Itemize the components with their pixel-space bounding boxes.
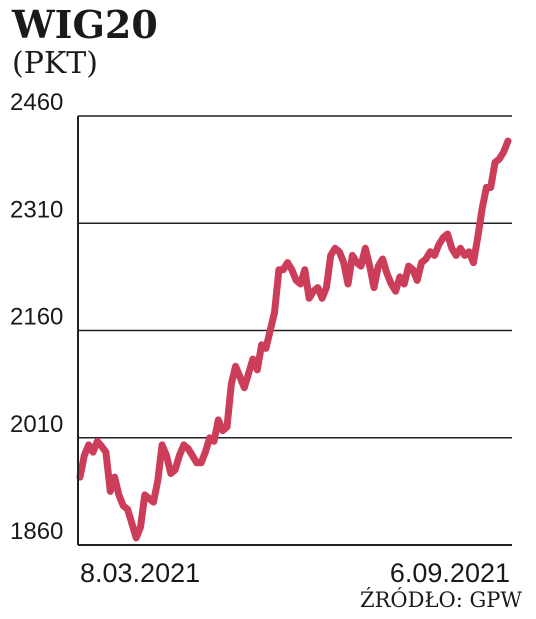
y-tick-label: 2460 <box>10 89 63 116</box>
y-axis-labels: 1860 2010 2160 2310 2460 <box>10 89 63 545</box>
series-line-wig20 <box>76 137 512 542</box>
source-note: ŹRÓDŁO: GPW <box>360 588 522 612</box>
grid-lines <box>78 115 512 439</box>
chart-title: WIG20 <box>12 2 158 47</box>
x-tick-label-start: 8.03.2021 <box>80 558 200 588</box>
y-tick-label: 2310 <box>10 196 63 223</box>
x-tick-label-end: 6.09.2021 <box>390 558 510 588</box>
y-tick-label: 2010 <box>10 411 63 438</box>
chart-unit: (PKT) <box>12 46 99 81</box>
y-tick-label: 2160 <box>10 304 63 331</box>
y-tick-label: 1860 <box>10 518 63 545</box>
